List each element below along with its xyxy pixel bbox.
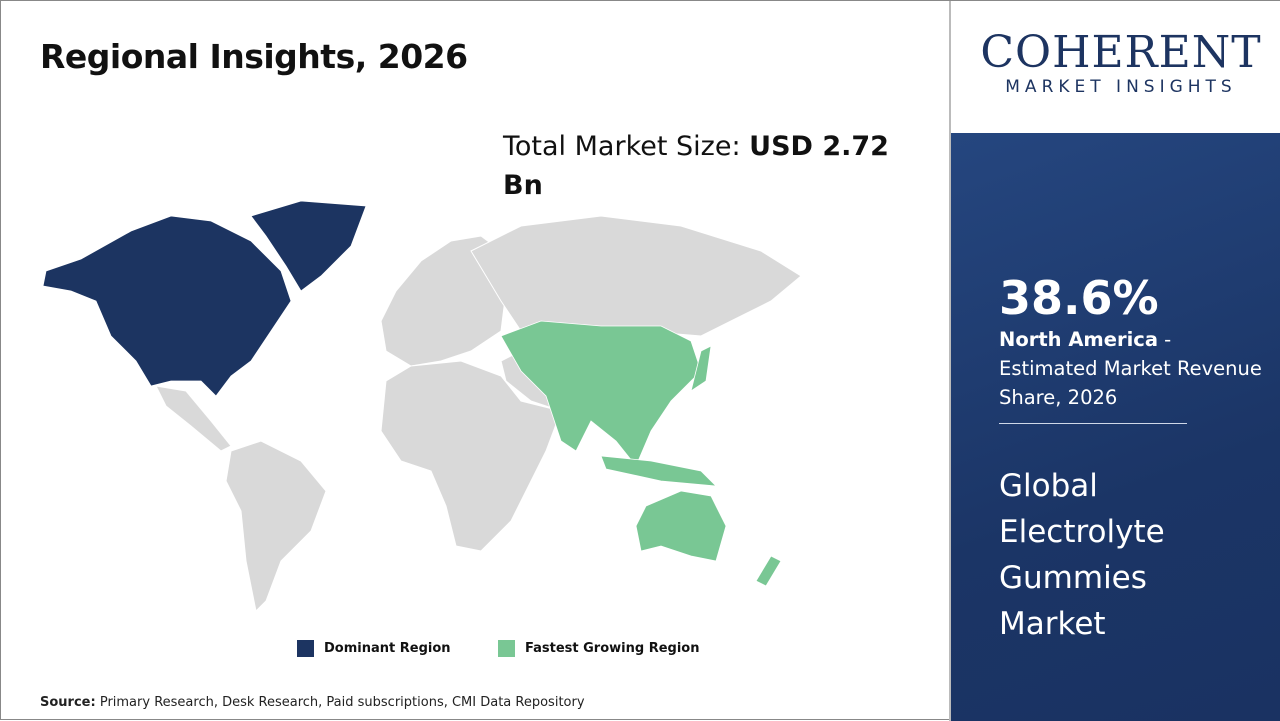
map-region-australia xyxy=(635,490,727,562)
company-logo: COHERENT MARKET INSIGHTS xyxy=(971,27,1271,98)
highlight-panel: 38.6% North America - Estimated Market R… xyxy=(951,133,1280,721)
map-region-indonesia xyxy=(600,455,718,487)
map-region-africa xyxy=(380,360,562,552)
logo-wordmark: COHERENT xyxy=(980,27,1262,78)
side-panel: COHERENT MARKET INSIGHTS 38.6% North Ame… xyxy=(949,1,1280,721)
map-region-greenland xyxy=(250,200,367,292)
share-description-text: - Estimated Market Revenue Share, 2026 xyxy=(999,328,1262,409)
legend-fastest: Fastest Growing Region xyxy=(498,640,699,657)
revenue-share-value: 38.6% xyxy=(999,271,1159,325)
legend-dominant: Dominant Region xyxy=(297,640,451,657)
legend-label-fastest: Fastest Growing Region xyxy=(525,641,700,656)
market-size-label: Total Market Size: xyxy=(503,131,741,162)
map-region-russia-north-asia xyxy=(470,215,802,337)
source-note: Source: Primary Research, Desk Research,… xyxy=(40,695,585,710)
revenue-share-description: North America - Estimated Market Revenue… xyxy=(999,325,1269,412)
map-region-north-america xyxy=(42,215,292,397)
map-region-asia-pacific xyxy=(500,320,702,467)
map-region-south-america xyxy=(225,440,327,611)
world-map xyxy=(42,200,802,611)
map-region-central-america xyxy=(155,385,232,452)
legend-swatch-fastest xyxy=(498,640,515,657)
map-region-japan xyxy=(690,345,712,392)
map-region-new-zealand xyxy=(755,555,782,587)
market-name: Global Electrolyte Gummies Market xyxy=(999,468,1165,642)
legend-label-dominant: Dominant Region xyxy=(324,641,451,656)
market-size-value: USD 2.72 Bn xyxy=(503,131,889,201)
page-title: Regional Insights, 2026 xyxy=(40,37,468,76)
total-market-size: Total Market Size: USD 2.72 Bn xyxy=(503,127,903,205)
logo-tagline: MARKET INSIGHTS xyxy=(1005,77,1237,97)
legend-swatch-dominant xyxy=(297,640,314,657)
source-label: Source: xyxy=(40,695,96,710)
source-text: Primary Research, Desk Research, Paid su… xyxy=(99,695,585,710)
divider xyxy=(999,423,1187,424)
dominant-region-name: North America xyxy=(999,328,1158,351)
